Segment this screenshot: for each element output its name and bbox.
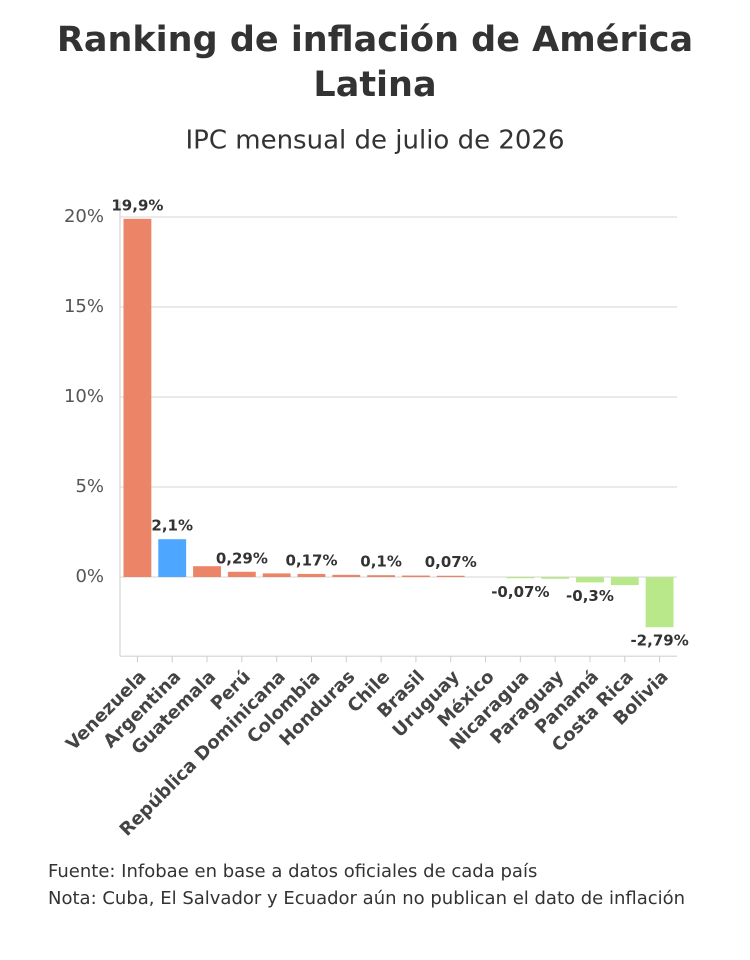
chart: Ranking de inflación de América Latina I…: [56, 20, 694, 840]
value-label: -2,79%: [630, 632, 688, 650]
value-label: 0,17%: [285, 551, 337, 569]
bar: [506, 577, 535, 579]
y-tick-label: 0%: [75, 566, 104, 587]
source: Fuente: Infobae en base a datos oficiale…: [48, 861, 538, 882]
bar: [227, 571, 256, 577]
value-label: 19,9%: [111, 196, 163, 214]
value-label: 0,29%: [216, 549, 268, 567]
bar: [576, 577, 604, 583]
y-tick-label: 15%: [64, 296, 104, 317]
bar: [645, 577, 674, 628]
y-tick-label: 20%: [64, 206, 104, 227]
bar: [262, 573, 291, 577]
title-box: Ranking de inflación de América Latina: [56, 20, 694, 105]
value-label: 0,07%: [425, 553, 477, 571]
bar: [193, 566, 221, 577]
bar: [436, 575, 465, 577]
bar: [401, 575, 430, 577]
chart-title: Ranking de inflación de América Latina: [56, 20, 694, 105]
note: Nota: Cuba, El Salvador y Ecuador aún no…: [48, 888, 686, 909]
bar: [332, 574, 361, 577]
bar: [123, 218, 152, 578]
bar: [367, 575, 396, 577]
value-label: 2,1%: [151, 517, 193, 535]
value-label: 0,1%: [360, 553, 402, 571]
value-label: -0,07%: [491, 583, 549, 601]
bar: [297, 573, 326, 577]
bar: [158, 539, 187, 577]
y-tick-label: 10%: [64, 386, 104, 407]
chart-subtitle: IPC mensual de julio de 2026: [185, 126, 564, 156]
y-tick-label: 5%: [75, 476, 104, 497]
value-label: -0,3%: [566, 587, 614, 605]
bar: [541, 577, 570, 579]
bar: [610, 577, 639, 586]
